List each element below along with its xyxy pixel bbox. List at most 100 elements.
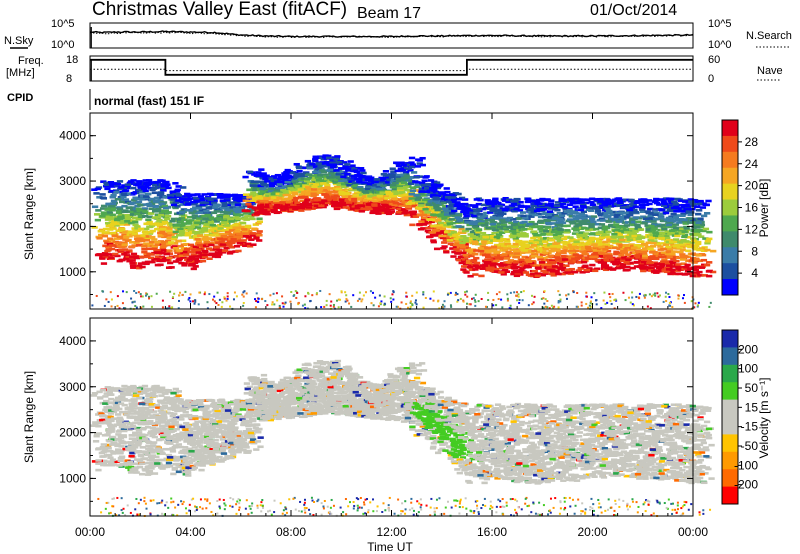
power-cell [345,194,352,198]
power-cell [558,214,566,218]
power-cell [524,200,532,204]
power-cell [602,211,609,215]
power-cell-near [275,292,278,295]
power-cell [529,259,536,263]
power-cell [172,206,179,210]
power-cell [430,183,437,186]
power-cell [235,249,242,253]
power-cell [322,154,329,157]
power-cell [520,214,527,218]
power-cell [560,237,568,241]
power-cell [468,254,475,258]
power-cell [199,203,206,206]
power-cell [109,185,116,188]
power-cell [444,198,451,201]
power-cell [448,218,455,221]
power-cell [121,233,128,237]
power-cell [222,229,229,232]
power-cell [500,223,508,227]
power-cell [360,202,368,206]
power-cell [213,219,220,223]
power-cell [538,261,546,264]
power-cell [166,227,173,231]
power-cell [455,217,462,221]
power-cell [354,209,361,212]
power-cell [462,203,469,206]
power-cell [202,250,209,254]
power-cell [340,204,347,208]
power-cell [539,253,546,256]
power-cell [530,199,538,203]
power-cell [345,201,353,204]
power-cell [389,185,397,189]
power-cell [468,268,476,272]
power-cell [228,233,236,237]
power-cell [513,260,520,264]
power-cell [330,201,337,205]
nsearch-tick-top: 10^5 [708,18,732,30]
power-cell [143,242,150,246]
power-cell [501,253,508,257]
power-cell [461,265,468,268]
power-cell [269,181,276,185]
power-cell-near [295,296,298,299]
power-cell [503,257,511,260]
power-cell-near [170,307,173,310]
power-cell [305,202,313,206]
power-cell [349,164,356,168]
power-cell [345,203,352,206]
power-cell [312,206,319,209]
power-cell [563,235,570,239]
power-cell [104,187,111,191]
power-cell [474,265,481,269]
power-cell [491,245,498,249]
power-cell [313,198,320,202]
power-cell-near [441,306,444,309]
power-cell [379,211,386,215]
power-cell [325,190,332,194]
power-cell-near [469,303,472,306]
power-cell [429,231,437,234]
power-cell [249,232,257,235]
power-cell [446,239,454,242]
power-cell-near [110,298,113,301]
power-cell [131,216,139,220]
power-cell [332,182,340,186]
power-cell [597,212,604,216]
power-cell [202,244,210,248]
power-cell [532,241,539,244]
power-cell [180,222,187,225]
power-cell [337,170,344,174]
power-cell [142,214,149,218]
power-cell [163,252,170,256]
power-cell-near [518,301,521,304]
power-cell [404,162,411,165]
power-cell [418,202,425,206]
power-cell [140,255,148,259]
power-cell [521,261,529,265]
power-cell [313,197,320,200]
power-cell [573,242,580,245]
power-cell [432,190,440,194]
power-cell [190,203,198,206]
power-cell [316,173,324,177]
power-cell-near [194,300,197,303]
power-cell [539,273,547,277]
power-cell-near [540,297,543,300]
power-cell [273,199,280,203]
power-cell [580,215,588,219]
power-cell [572,217,580,221]
power-cell [258,173,265,176]
power-cell [201,255,209,259]
power-cell [240,239,247,242]
power-cell [603,206,610,210]
power-cell-near [118,307,121,310]
power-cell [451,250,458,254]
power-cell [201,251,208,255]
power-cell [120,195,127,199]
power-cell [592,246,600,249]
power-cell [490,202,498,206]
power-cell-near [325,299,328,302]
power-cell [145,244,152,248]
power-cell [436,226,443,230]
